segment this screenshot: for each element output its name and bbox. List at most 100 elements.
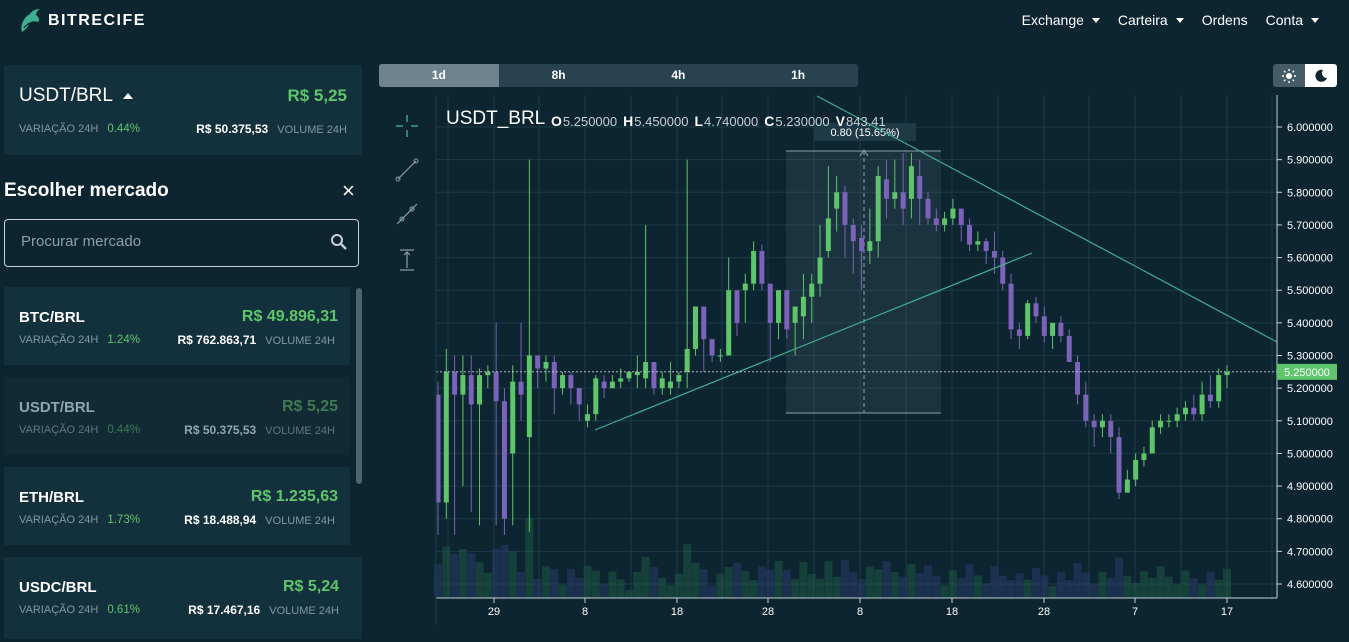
light-theme-button[interactable] (1273, 64, 1305, 87)
close-icon[interactable]: × (342, 178, 355, 203)
volume-label: VOLUME 24H (277, 124, 347, 136)
brand-logo[interactable]: BITRECIFE (18, 8, 146, 34)
candle-body (759, 251, 765, 284)
candle-body (1066, 335, 1072, 363)
volume-bar (1131, 583, 1140, 598)
candle-body (1207, 394, 1213, 402)
crosshair-tool-icon[interactable] (394, 113, 420, 139)
candle-body (734, 290, 740, 323)
current-market-summary[interactable]: USDT/BRL R$ 5,25 VARIAÇÃO 24H 0.44% R$ 5… (4, 65, 362, 155)
candle-body (692, 306, 698, 349)
nav-conta[interactable]: Conta (1266, 12, 1319, 28)
price-chart[interactable]: 0.80 (15.65%) 6.000000 5.900000 5.800000 5.… (379, 95, 1337, 625)
candlesticks (435, 153, 1230, 536)
time-tick-label: 8 (582, 606, 588, 618)
candle-body (626, 371, 632, 379)
candle-body (651, 362, 657, 389)
change-label: VARIAÇÃO 24H (19, 123, 99, 135)
volume-bar (658, 577, 667, 598)
search-icon[interactable] (330, 233, 348, 251)
dark-theme-button[interactable] (1305, 64, 1337, 87)
ray-tool-icon[interactable] (394, 201, 420, 227)
market-item-eth-brl[interactable]: ETH/BRL R$ 1.235,63 VARIAÇÃO 24H 1.73% R… (4, 467, 350, 545)
volume-bar (899, 576, 908, 598)
volume-bar (1123, 575, 1132, 598)
volume-bar (1181, 570, 1190, 598)
volume-bar (1015, 573, 1024, 598)
measure-tool-icon[interactable] (394, 247, 420, 273)
tab-4h[interactable]: 4h (671, 68, 686, 82)
tab-1d[interactable]: 1d (379, 64, 499, 87)
candle-body (950, 208, 956, 219)
nav-exchange[interactable]: Exchange (1022, 12, 1100, 28)
close-value: C5.230000 (764, 113, 830, 129)
volume-bar (616, 579, 625, 598)
candle-body (1149, 427, 1155, 454)
current-pair: USDT/BRL (19, 85, 133, 107)
market-name: USDC/BRL (19, 579, 97, 596)
candle-body (443, 371, 449, 503)
search-input[interactable] (19, 232, 313, 251)
top-nav: BITRECIFE Exchange Carteira Ordens Conta (0, 0, 1349, 44)
market-list-scrollbar[interactable] (356, 288, 362, 484)
volume-bar (741, 571, 750, 598)
moon-icon (1315, 69, 1327, 82)
candle-body (601, 381, 607, 389)
nav-ordens[interactable]: Ordens (1202, 12, 1248, 28)
candle-body (717, 355, 723, 357)
market-item-usdc-brl[interactable]: USDC/BRL R$ 5,24 VARIAÇÃO 24H 0.61% R$ 1… (4, 557, 362, 639)
nav-carteira[interactable]: Carteira (1118, 12, 1184, 28)
tab-1h[interactable]: 1h (791, 68, 806, 82)
market-item-usdt-brl[interactable]: USDT/BRL R$ 5,25 VARIAÇÃO 24H 0.44% R$ 5… (4, 377, 350, 455)
candle-body (1099, 420, 1105, 428)
volume-bar (1081, 572, 1090, 598)
volume-value: V843.41 (835, 113, 886, 129)
volume-bar (434, 563, 442, 598)
volume-bars (434, 518, 1231, 598)
candle-body (825, 218, 831, 252)
price-tick-label: 5.200000 (1287, 383, 1333, 395)
candle-body (1083, 394, 1089, 421)
measure-overlay: 0.80 (15.65%) (786, 123, 941, 414)
volume-bar (583, 565, 592, 598)
trendline-tool-icon[interactable] (394, 157, 420, 183)
candle-body (1016, 329, 1022, 336)
low-value: L4.740000 (694, 113, 759, 129)
market-volume: R$ 17.467,16 VOLUME 24H (188, 603, 339, 617)
current-price: R$ 5,25 (287, 86, 347, 105)
candle-body (751, 251, 757, 284)
candle-body (1133, 459, 1139, 480)
volume-bar (1023, 579, 1032, 598)
trendlines (594, 95, 1278, 431)
candle-body (908, 166, 914, 199)
volume-bar (674, 574, 683, 598)
tab-8h[interactable]: 8h (551, 68, 566, 82)
candle-body (792, 306, 798, 323)
market-volume: R$ 762.863,71 VOLUME 24H (178, 333, 336, 347)
price-tick-label: 4.700000 (1287, 546, 1333, 558)
candle-body (859, 237, 865, 252)
market-search[interactable] (4, 219, 359, 267)
ascending-trendline (594, 252, 1033, 431)
chevron-up-icon[interactable] (122, 93, 133, 99)
volume-bar (915, 573, 924, 598)
change-value: 1.73% (107, 514, 140, 526)
candle-body (726, 290, 732, 356)
market-volume: R$ 50.375,53 VOLUME 24H (184, 423, 335, 437)
volume-bar (475, 562, 484, 598)
volume-bar (517, 572, 526, 598)
volume-value: R$ 50.375,53 (196, 122, 269, 136)
candle-body (501, 401, 507, 519)
volume-bar (1056, 572, 1065, 598)
theme-toggle (1273, 64, 1337, 87)
market-change: VARIAÇÃO 24H 0.61% (19, 604, 140, 616)
descending-trendline (816, 95, 1278, 343)
candle-body (1216, 375, 1222, 402)
candle-body (593, 378, 599, 415)
market-item-btc-brl[interactable]: BTC/BRL R$ 49.896,31 VARIAÇÃO 24H 1.24% … (4, 287, 350, 365)
volume-bar (1164, 576, 1173, 598)
volume-bar (965, 564, 974, 598)
volume-bar (492, 548, 501, 598)
volume-bar (799, 562, 808, 598)
candle-body (668, 381, 674, 389)
